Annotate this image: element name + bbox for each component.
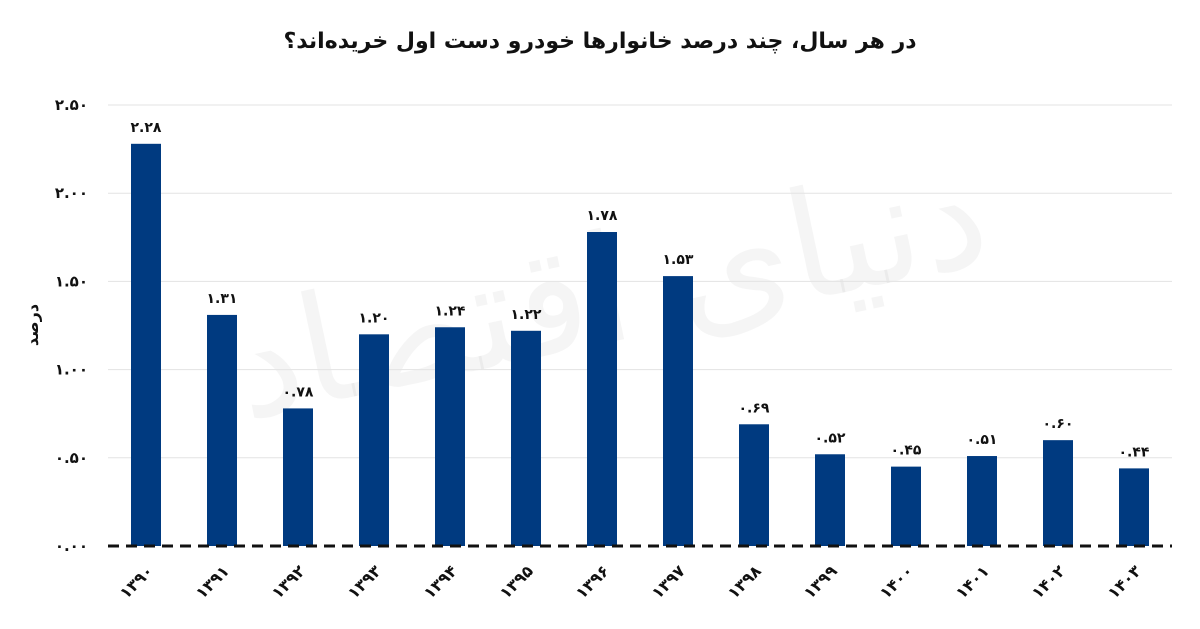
data-label: ۱.۵۳ <box>663 252 694 268</box>
data-label: ۰.۵۲ <box>815 430 846 446</box>
data-label: ۱.۲۲ <box>511 307 542 323</box>
data-label: ۰.۴۴ <box>1119 444 1150 460</box>
bar <box>815 454 845 546</box>
x-tick-label: ۱۴۰۰ <box>876 561 917 602</box>
x-tick-label: ۱۴۰۱ <box>952 561 993 602</box>
bar <box>663 276 693 546</box>
data-label: ۱.۲۰ <box>359 310 390 326</box>
x-tick-label: ۱۳۹۵ <box>496 561 537 602</box>
x-tick-label: ۱۳۹۴ <box>420 561 461 602</box>
bar <box>511 330 541 546</box>
data-label: ۰.۷۸ <box>283 384 314 400</box>
bar <box>587 232 617 546</box>
bar <box>435 327 465 546</box>
y-tick-label: ۰.۵۰ <box>55 449 88 467</box>
bar <box>967 456 997 546</box>
data-label: ۰.۶۹ <box>739 400 770 416</box>
y-tick-label: ۰.۰۰ <box>55 537 88 555</box>
y-tick-label: ۲.۵۰ <box>55 96 88 114</box>
x-tick-label: ۱۳۹۳ <box>344 561 385 602</box>
bar <box>1119 468 1149 546</box>
bar <box>283 408 313 546</box>
data-label: ۱.۷۸ <box>587 208 618 224</box>
y-tick-label: ۱.۰۰ <box>55 361 88 379</box>
chart-title: در هر سال، چند درصد خانوارها خودرو دست ا… <box>283 29 916 54</box>
data-label: ۲.۲۸ <box>131 120 162 136</box>
data-label: ۰.۶۰ <box>1043 416 1074 432</box>
bar <box>359 334 389 546</box>
data-label: ۱.۲۴ <box>435 303 466 319</box>
bar <box>207 314 237 546</box>
x-tick-label: ۱۳۹۶ <box>572 561 613 602</box>
x-tick-label: ۱۳۹۱ <box>192 561 233 602</box>
data-labels: ۲.۲۸ ۱.۳۱ ۰.۷۸ ۱.۲۰ ۱.۲۴ ۱.۲۲ ۱.۷۸ ۱.۵۳ ۰.۶۹ ۰.۵۲… <box>131 120 1150 461</box>
y-axis-label: درصد <box>23 304 42 346</box>
x-tick-label: ۱۴۰۳ <box>1104 561 1145 602</box>
bar <box>1043 440 1073 546</box>
data-label: ۱.۳۱ <box>207 291 238 307</box>
x-tick-label: ۱۳۹۹ <box>800 561 841 602</box>
bar <box>891 466 921 546</box>
x-tick-label: ۱۳۹۰ <box>116 561 157 602</box>
data-label: ۰.۴۵ <box>891 443 922 459</box>
bar <box>739 424 769 546</box>
y-tick-label: ۱.۵۰ <box>55 272 88 290</box>
bar <box>131 143 161 547</box>
data-label: ۰.۵۱ <box>967 432 998 448</box>
x-tick-label: ۱۴۰۲ <box>1028 561 1069 602</box>
x-tick-label: ۱۳۹۲ <box>268 561 309 602</box>
y-tick-labels: ۰.۰۰ ۰.۵۰ ۱.۰۰ ۱.۵۰ ۲.۰۰ ۲.۵۰ <box>55 96 88 555</box>
x-tick-label: ۱۳۹۷ <box>648 561 689 602</box>
y-tick-label: ۲.۰۰ <box>55 184 88 202</box>
bars <box>131 143 1149 547</box>
x-tick-label: ۱۳۹۸ <box>724 561 765 602</box>
x-tick-labels: ۱۳۹۰ ۱۳۹۱ ۱۳۹۲ ۱۳۹۳ ۱۳۹۴ ۱۳۹۵ ۱۳۹۶ ۱۳۹۷ ۱۳۹۸ ۱۳۹۹… <box>116 561 1145 602</box>
